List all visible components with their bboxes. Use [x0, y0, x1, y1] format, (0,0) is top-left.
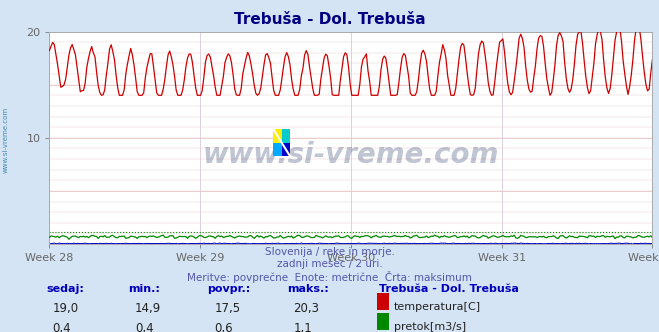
Bar: [282, 143, 290, 156]
Text: 1,1: 1,1: [293, 322, 312, 332]
Text: Trebuša - Dol. Trebuša: Trebuša - Dol. Trebuša: [379, 284, 519, 294]
Text: 14,9: 14,9: [135, 302, 161, 315]
Text: sedaj:: sedaj:: [46, 284, 84, 294]
Bar: [282, 129, 290, 143]
Text: 0,4: 0,4: [53, 322, 71, 332]
Bar: [273, 129, 282, 143]
Text: www.si-vreme.com: www.si-vreme.com: [2, 106, 9, 173]
Text: maks.:: maks.:: [287, 284, 328, 294]
Text: Slovenija / reke in morje.: Slovenija / reke in morje.: [264, 247, 395, 257]
Text: 17,5: 17,5: [214, 302, 241, 315]
Text: pretok[m3/s]: pretok[m3/s]: [394, 322, 466, 332]
Text: povpr.:: povpr.:: [208, 284, 251, 294]
Text: zadnji mesec / 2 uri.: zadnji mesec / 2 uri.: [277, 259, 382, 269]
Text: temperatura[C]: temperatura[C]: [394, 302, 481, 312]
Text: 0,4: 0,4: [135, 322, 154, 332]
Text: 0,6: 0,6: [214, 322, 233, 332]
Text: min.:: min.:: [129, 284, 160, 294]
Text: 20,3: 20,3: [293, 302, 319, 315]
Text: www.si-vreme.com: www.si-vreme.com: [203, 141, 499, 169]
Text: 19,0: 19,0: [53, 302, 79, 315]
Bar: [273, 143, 282, 156]
Text: Meritve: povprečne  Enote: metrične  Črta: maksimum: Meritve: povprečne Enote: metrične Črta:…: [187, 271, 472, 283]
Text: Trebuša - Dol. Trebuša: Trebuša - Dol. Trebuša: [234, 12, 425, 27]
